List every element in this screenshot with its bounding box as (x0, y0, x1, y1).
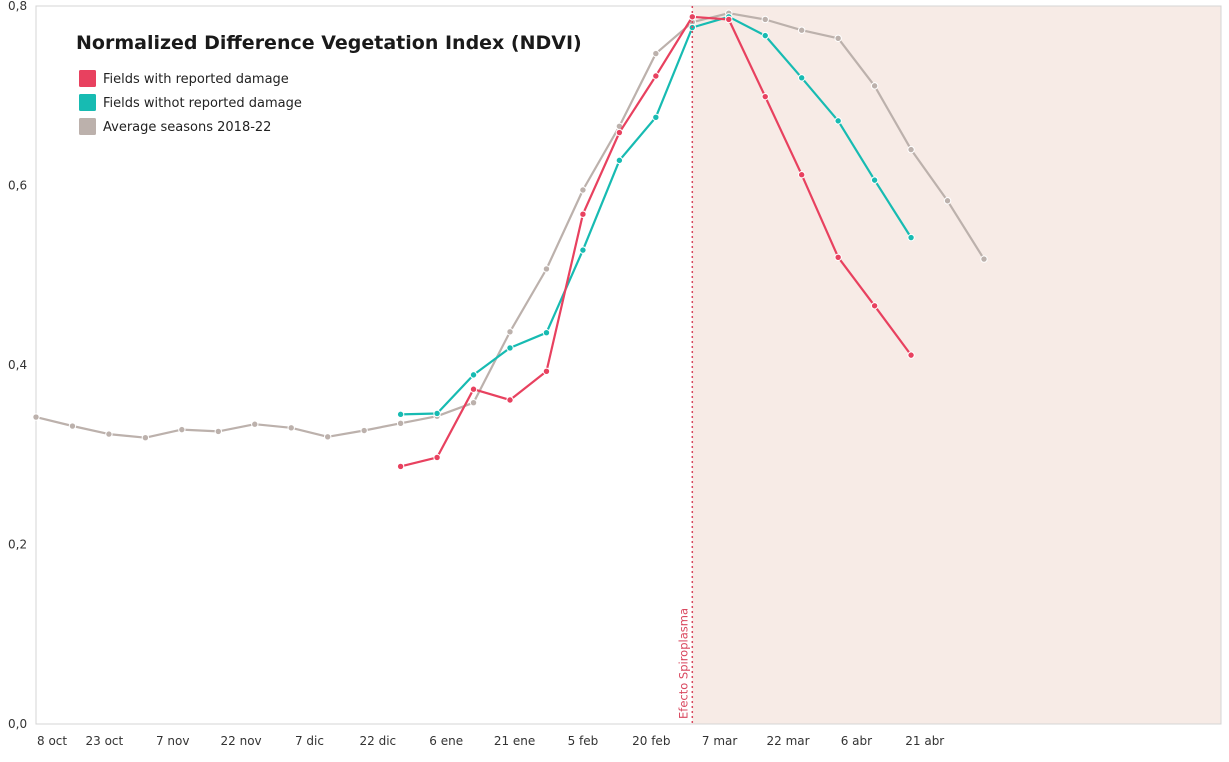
plot-frame (35, 5, 1222, 725)
x-tick-label: 5 feb (568, 734, 599, 748)
x-tick-label: 21 abr (905, 734, 944, 748)
data-point (615, 128, 624, 137)
legend-item: Average seasons 2018-22 (79, 118, 271, 135)
x-tick-label: 7 mar (702, 734, 737, 748)
legend: Fields with reported damage Fields withot… (79, 70, 302, 135)
shade-layer (692, 6, 1221, 724)
data-point (506, 328, 514, 336)
data-point (396, 419, 405, 428)
x-tick-label: 20 feb (632, 734, 670, 748)
data-point (542, 328, 551, 337)
chart-title: Normalized Difference Vegetation Index (… (76, 32, 582, 54)
legend-label: Fields with reported damage (103, 72, 289, 87)
axes-layer: 0,0 0,2 0,4 0,6 0,8 8 oct 23 oct 7 nov 22 nov 7 d… (8, 0, 1222, 748)
data-point (761, 31, 769, 40)
data-point (761, 92, 769, 101)
data-point (907, 233, 915, 242)
data-point (396, 462, 405, 471)
y-tick-label: 0,0 (8, 717, 27, 731)
x-tick-label: 23 oct (85, 734, 123, 748)
data-point (542, 367, 551, 375)
annotation-label: Efecto Spiroplasma (676, 608, 690, 719)
shaded-region (692, 6, 1221, 724)
series-1 (396, 13, 915, 471)
data-point (68, 422, 77, 430)
data-point (579, 186, 587, 194)
legend-label: Average seasons 2018-22 (103, 120, 271, 135)
data-point (980, 255, 988, 263)
legend-item: Fields withot reported damage (79, 94, 302, 111)
data-point (396, 410, 405, 419)
x-tick-label: 6 ene (429, 734, 463, 748)
data-point (834, 34, 842, 43)
data-point (943, 197, 952, 205)
data-point (870, 302, 879, 310)
legend-item: Fields with reported damage (79, 70, 289, 87)
x-tick-label: 22 mar (766, 734, 809, 748)
data-point (433, 453, 441, 462)
legend-swatch (79, 118, 96, 135)
data-point (761, 15, 769, 24)
data-point (287, 424, 295, 432)
data-point (615, 156, 624, 165)
data-point (251, 420, 259, 428)
data-point (907, 351, 915, 359)
data-point (105, 430, 113, 438)
data-point (652, 113, 660, 121)
data-point (797, 74, 806, 82)
annotation-layer: Efecto Spiroplasma (676, 6, 694, 724)
data-point (433, 409, 441, 418)
data-point (506, 396, 514, 404)
x-tick-label: 7 dic (295, 734, 324, 748)
data-point (178, 425, 186, 434)
data-point (542, 265, 551, 273)
data-point (652, 49, 660, 58)
y-tick-label: 0,6 (8, 179, 27, 193)
legend-swatch (79, 70, 96, 87)
data-point (725, 15, 733, 24)
x-tick-label: 22 dic (360, 734, 397, 748)
legend-swatch (79, 94, 96, 111)
y-tick-label: 0,4 (8, 358, 27, 372)
y-tick-label: 0,2 (8, 538, 27, 552)
x-tick-label: 8 oct (37, 734, 67, 748)
data-point (506, 344, 514, 352)
data-point (834, 253, 842, 261)
data-point (469, 385, 478, 393)
data-point (652, 72, 660, 80)
data-point (360, 426, 368, 435)
data-point (870, 82, 879, 90)
data-point (32, 413, 40, 421)
data-point (323, 433, 332, 441)
data-point (141, 433, 150, 442)
x-tick-label: 21 ene (494, 734, 535, 748)
data-point (214, 427, 223, 436)
data-point (907, 145, 915, 154)
series-layer (32, 9, 988, 471)
data-point (579, 210, 587, 218)
data-point (469, 371, 478, 379)
legend-label: Fields withot reported damage (103, 96, 302, 111)
x-tick-label: 6 abr (841, 734, 872, 748)
data-point (469, 398, 478, 407)
data-point (797, 171, 806, 179)
x-tick-label: 7 nov (156, 734, 190, 748)
data-point (834, 117, 842, 125)
x-tick-label: 22 nov (221, 734, 262, 748)
data-point (797, 26, 806, 34)
data-point (579, 246, 587, 254)
series-2 (396, 13, 915, 419)
data-point (870, 176, 879, 184)
series-0 (32, 9, 988, 442)
y-tick-label: 0,8 (8, 0, 27, 13)
